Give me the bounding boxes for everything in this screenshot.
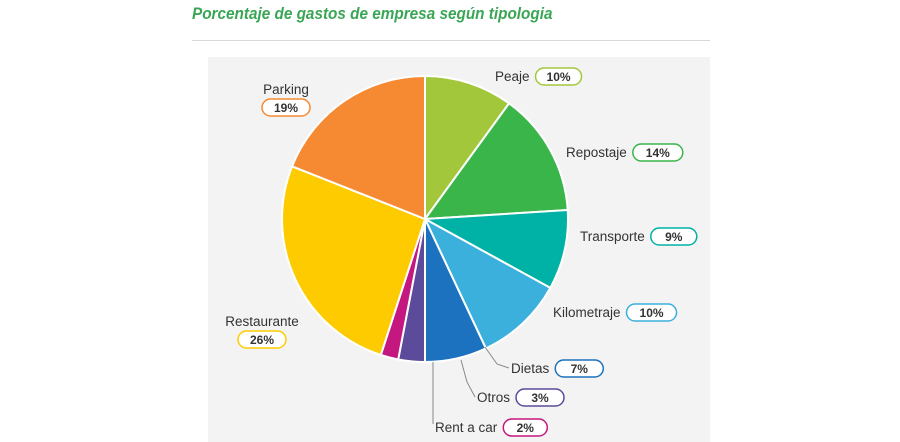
pie-labels: Peaje 10% Repostaje 14% Transporte 9% Kilometr… — [225, 67, 698, 437]
pct-badge-parking — [261, 98, 311, 117]
pie-slice-kilometraje — [422, 216, 552, 350]
pct-badge-dietas — [554, 359, 605, 378]
pct-value-dietas: 7% — [571, 362, 589, 376]
pct-value-rent-a-car: 2% — [517, 421, 535, 435]
slice-label-otros: Otros — [477, 390, 510, 405]
leader-line-otros — [460, 359, 476, 398]
slice-label-repostaje: Repostaje — [566, 145, 627, 160]
pie-slices — [281, 74, 570, 364]
pct-badge-repostaje — [632, 143, 684, 162]
pie-slice-transporte — [421, 208, 570, 290]
pct-badge-peaje — [534, 67, 583, 86]
pct-badge-restaurante — [237, 330, 287, 349]
pct-badge-transporte — [650, 227, 698, 246]
pct-value-transporte: 9% — [665, 230, 683, 244]
pct-value-otros: 3% — [531, 391, 549, 405]
slice-label-transporte: Transporte — [580, 229, 645, 244]
pct-value-restaurante: 26% — [250, 333, 274, 347]
pct-badge-kilometraje — [625, 303, 678, 322]
pie-slice-repostaje — [422, 101, 569, 221]
pct-value-parking: 19% — [274, 101, 298, 115]
title-divider — [192, 40, 710, 41]
slice-label-dietas: Dietas — [511, 361, 550, 376]
pct-value-repostaje: 14% — [646, 146, 670, 160]
pct-value-peaje: 10% — [547, 70, 571, 84]
slice-label-restaurante: Restaurante — [225, 314, 299, 329]
pct-badge-rent-a-car — [502, 418, 549, 437]
slice-label-rent-a-car: Rent a car — [435, 420, 498, 435]
slice-label-kilometraje: Kilometraje — [553, 305, 621, 320]
pie-slice-restaurante — [281, 165, 427, 357]
pie-slice-parking — [290, 74, 426, 221]
slice-label-parking: Parking — [263, 82, 309, 97]
chart-title: Porcentaje de gastos de empresa según ti… — [192, 4, 553, 23]
pct-badge-otros — [515, 388, 565, 407]
slice-label-peaje: Peaje — [495, 69, 530, 84]
pct-value-kilometraje: 10% — [640, 306, 664, 320]
pie-slice-peaje — [424, 74, 511, 223]
leader-line-dietas — [484, 346, 510, 369]
